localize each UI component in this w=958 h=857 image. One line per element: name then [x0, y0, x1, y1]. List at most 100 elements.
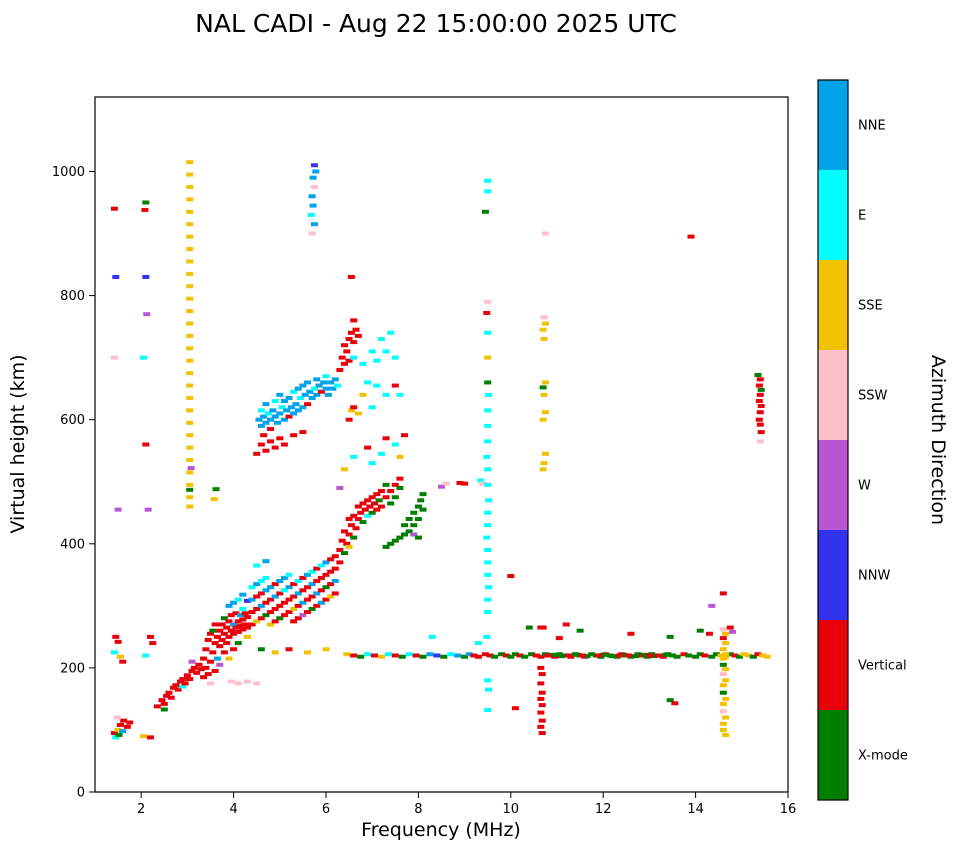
- data-point: [179, 677, 187, 682]
- colorbar-label: NNE: [858, 119, 886, 134]
- data-point: [719, 721, 727, 726]
- data-point: [532, 653, 540, 658]
- data-point: [722, 631, 730, 636]
- data-point: [308, 194, 316, 199]
- data-point: [234, 619, 242, 624]
- scatter-points: [110, 160, 771, 740]
- data-point: [327, 569, 335, 574]
- data-point: [347, 274, 355, 279]
- data-point: [269, 408, 277, 413]
- data-point: [186, 184, 194, 189]
- data-point: [227, 628, 235, 633]
- x-tick-label: 12: [595, 802, 612, 817]
- data-point: [331, 579, 339, 584]
- data-point: [384, 652, 392, 657]
- data-point: [322, 597, 330, 602]
- data-point: [230, 631, 238, 636]
- data-point: [309, 175, 317, 180]
- data-point: [211, 668, 219, 673]
- data-point: [290, 619, 298, 624]
- data-point: [484, 423, 492, 428]
- data-point: [354, 333, 362, 338]
- data-point: [271, 594, 279, 599]
- data-point: [116, 722, 124, 727]
- data-point: [671, 701, 679, 706]
- data-point: [225, 603, 233, 608]
- data-point: [485, 687, 493, 692]
- data-point: [225, 619, 233, 624]
- data-point: [516, 653, 524, 658]
- data-point: [280, 600, 288, 605]
- data-point: [350, 535, 358, 540]
- data-point: [756, 392, 764, 397]
- data-point: [382, 495, 390, 500]
- data-point: [142, 442, 150, 447]
- data-point: [262, 402, 270, 407]
- data-point: [308, 582, 316, 587]
- data-point: [368, 405, 376, 410]
- data-point: [186, 371, 194, 376]
- data-point: [187, 466, 195, 471]
- y-tick-label: 400: [60, 537, 85, 552]
- data-point: [186, 470, 194, 475]
- data-point: [345, 516, 353, 521]
- data-point: [310, 386, 318, 391]
- data-point: [731, 653, 739, 658]
- data-point: [368, 510, 376, 515]
- data-point: [170, 685, 178, 690]
- data-point: [350, 355, 358, 360]
- data-point: [719, 727, 727, 732]
- data-point: [465, 652, 473, 657]
- data-point: [410, 523, 418, 528]
- data-point: [387, 489, 395, 494]
- data-point: [537, 724, 545, 729]
- data-point: [287, 405, 295, 410]
- data-point: [317, 389, 325, 394]
- data-point: [142, 653, 150, 658]
- data-point: [539, 467, 547, 472]
- data-point: [309, 203, 317, 208]
- data-point: [304, 380, 312, 385]
- data-point: [357, 654, 365, 659]
- data-point: [483, 535, 491, 540]
- data-point: [719, 683, 727, 688]
- data-point: [484, 330, 492, 335]
- data-point: [539, 417, 547, 422]
- colorbar-segment-ssw: [818, 350, 848, 440]
- data-point: [119, 729, 127, 734]
- data-point: [754, 373, 762, 377]
- data-point: [507, 654, 515, 659]
- data-point: [186, 433, 194, 438]
- data-point: [625, 653, 633, 658]
- data-point: [304, 610, 312, 615]
- axes: 2 4 6 8 10 12 14 16 0 200 400 600 800 1000: [52, 96, 796, 817]
- data-point: [292, 402, 300, 407]
- data-point: [144, 507, 152, 512]
- data-point: [220, 616, 228, 621]
- data-point: [317, 563, 325, 568]
- data-point: [176, 679, 184, 684]
- data-point: [359, 361, 367, 366]
- colorbar-segment-nne: [818, 80, 848, 170]
- data-point: [382, 482, 390, 487]
- data-point: [158, 698, 166, 703]
- data-point: [313, 579, 321, 584]
- data-point: [669, 653, 676, 658]
- data-point: [273, 420, 281, 425]
- data-point: [262, 588, 270, 593]
- data-point: [197, 667, 205, 672]
- data-point: [262, 613, 270, 618]
- data-point: [722, 732, 730, 737]
- data-point: [283, 408, 291, 413]
- data-point: [755, 417, 763, 422]
- data-point: [186, 408, 194, 413]
- data-point: [484, 189, 492, 194]
- data-point: [740, 652, 748, 657]
- data-point: [280, 417, 288, 422]
- data-point: [655, 653, 663, 658]
- data-point: [315, 383, 323, 388]
- data-point: [361, 507, 369, 512]
- data-point: [685, 653, 693, 658]
- data-point: [410, 510, 418, 515]
- data-point: [722, 641, 730, 646]
